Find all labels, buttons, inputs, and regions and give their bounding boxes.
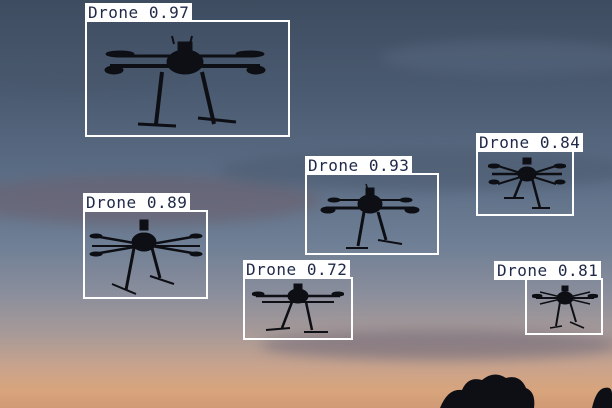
class-name: Drone: [308, 156, 359, 175]
detection-label: Drone 0.93: [305, 156, 413, 175]
detection-label: Drone 0.72: [243, 260, 351, 279]
tree-silhouette: [440, 374, 612, 408]
bounding-box[interactable]: Drone 0.93: [305, 156, 439, 255]
class-name: Drone: [497, 261, 548, 280]
confidence-score: 0.89: [146, 193, 188, 212]
bounding-box[interactable]: Drone 0.89: [83, 193, 208, 299]
drone-silhouette: [88, 214, 204, 296]
cloud: [220, 150, 612, 190]
class-name: Drone: [246, 260, 297, 279]
bounding-box[interactable]: Drone 0.72: [243, 260, 353, 340]
drone-silhouette: [488, 154, 566, 212]
drone-silhouette: [252, 282, 344, 336]
confidence-score: 0.97: [148, 3, 190, 22]
confidence-score: 0.81: [557, 261, 599, 280]
drone-silhouette: [532, 282, 598, 332]
class-name: Drone: [86, 193, 137, 212]
confidence-score: 0.93: [368, 156, 410, 175]
drone-silhouette: [100, 30, 270, 132]
cloud: [260, 330, 612, 360]
detection-label: Drone 0.89: [83, 193, 191, 212]
bounding-box[interactable]: Drone 0.97: [85, 3, 290, 137]
class-name: Drone: [479, 133, 530, 152]
detection-label: Drone 0.97: [85, 3, 193, 22]
bounding-box[interactable]: Drone 0.81: [494, 261, 603, 335]
class-name: Drone: [88, 3, 139, 22]
confidence-score: 0.72: [306, 260, 348, 279]
confidence-score: 0.84: [539, 133, 581, 152]
cloud: [380, 40, 612, 75]
drone-silhouette: [320, 180, 420, 250]
detection-label: Drone 0.81: [494, 261, 602, 280]
bounding-box[interactable]: Drone 0.84: [476, 133, 584, 216]
detection-label: Drone 0.84: [476, 133, 584, 152]
